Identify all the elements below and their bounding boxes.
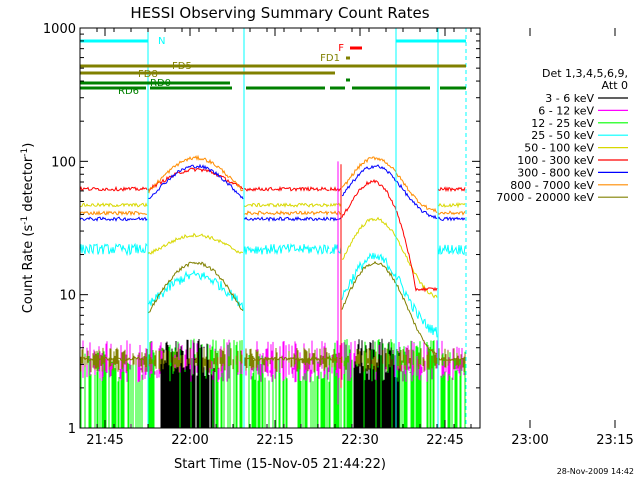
x-tick-label: 21:45: [86, 433, 123, 448]
series-line: [341, 252, 438, 338]
flag-label-F: F: [338, 43, 344, 54]
series-line: [243, 216, 330, 222]
legend-entry-label: 100 - 300 keV: [517, 154, 594, 167]
series-line: [79, 216, 148, 222]
series-line: [147, 269, 244, 310]
series-line: [147, 167, 243, 192]
series-line: [243, 202, 330, 208]
series-line: [329, 216, 342, 222]
series-line: [79, 356, 148, 362]
flag-label-FD1: FD1: [320, 53, 340, 64]
legend-entry-label: 7000 - 20000 keV: [496, 191, 594, 204]
series-line: [341, 178, 438, 293]
chart-title: HESSI Observing Summary Count Rates: [130, 4, 429, 22]
flag-label-FD8: FD8: [138, 69, 158, 80]
series-line: [79, 185, 148, 192]
series-line: [437, 210, 466, 216]
flag-label-FD5: FD5: [172, 61, 192, 72]
x-tick-label: 22:45: [426, 433, 463, 448]
y-tick-label: 100: [51, 155, 76, 170]
series-line: [437, 244, 466, 256]
series-line: [243, 355, 330, 362]
series-line: [79, 210, 148, 217]
legend-header: Att 0: [602, 79, 628, 92]
series-line: [329, 244, 342, 255]
x-tick-label: 22:15: [256, 433, 293, 448]
series-line: [437, 202, 466, 209]
series-line: [341, 156, 438, 213]
series-line: [329, 210, 342, 216]
series-line: [243, 210, 330, 216]
series-line: [437, 216, 466, 222]
legend-entry-label: 6 - 12 keV: [538, 104, 594, 117]
series-line: [341, 260, 438, 355]
flag-label-N: N: [158, 36, 165, 47]
legend-entry-label: 25 - 50 keV: [531, 129, 594, 142]
axes: 1 10 100 1000 21:45 22:00 22:15 22:30 22:45 23:00…: [43, 22, 634, 448]
x-tick-label: 22:30: [341, 433, 378, 448]
series-line: [341, 164, 438, 220]
series-line: [341, 216, 438, 299]
series-line: [147, 154, 244, 194]
legend-entry-label: 50 - 100 keV: [524, 142, 594, 155]
series-line: [329, 355, 342, 362]
y-tick-label: 10: [59, 289, 76, 304]
series-noise: [160, 338, 400, 428]
plot-data-layer: [79, 154, 466, 428]
x-tick-label: 23:00: [511, 433, 548, 448]
series-line: [147, 261, 244, 314]
legend-entry-label: 300 - 800 keV: [517, 166, 594, 179]
flag-label-RD0: RD0: [150, 78, 171, 89]
series-line: [79, 202, 148, 208]
series-line: [147, 163, 244, 200]
plot-frame: [79, 27, 481, 429]
series-line: [437, 355, 466, 362]
series-line: [329, 202, 342, 207]
x-axis-label: Start Time (15-Nov-05 21:44:22): [174, 457, 386, 472]
legend-header: Det 1,3,4,5,6,9,: [542, 67, 628, 80]
series-line: [243, 185, 330, 192]
series-line: [147, 232, 244, 255]
x-tick-label: 22:00: [171, 433, 208, 448]
series-line: [329, 186, 342, 192]
series-line: [243, 242, 330, 256]
y-tick-label: 1: [68, 422, 76, 437]
series-line: [437, 186, 466, 193]
x-tick-label: 23:15: [596, 433, 633, 448]
legend-entry-label: 800 - 7000 keV: [510, 179, 594, 192]
series-line: [79, 242, 148, 257]
y-axis-label: Count Rate (s-1 detector-1): [20, 143, 36, 314]
legend-entry-label: 3 - 6 keV: [545, 92, 594, 105]
legend-entry-label: 12 - 25 keV: [531, 117, 594, 130]
footer-timestamp: 28-Nov-2009 14:42: [557, 467, 634, 476]
y-tick-label: 1000: [43, 22, 76, 37]
flag-label-RD6: RD6: [118, 86, 139, 97]
